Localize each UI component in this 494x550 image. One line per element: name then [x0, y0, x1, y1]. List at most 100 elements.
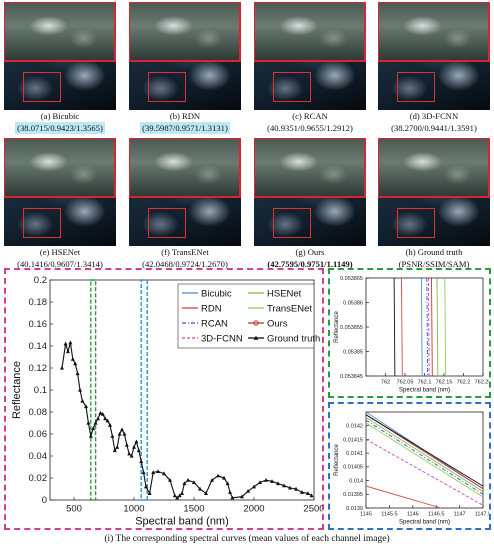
data-point [103, 416, 108, 421]
data-point [100, 412, 105, 416]
x-tick-label: 762.2 [457, 380, 471, 386]
y-tick-label: 0 [42, 495, 47, 506]
y-axis-label: Reflectance [11, 361, 23, 419]
data-point [117, 431, 122, 436]
data-point [175, 495, 180, 500]
panel-image [378, 2, 490, 110]
legend-marker [253, 335, 259, 340]
data-point [147, 491, 152, 495]
data-point [222, 475, 226, 480]
panel-transenet: (f) TransENet (42.0468/0.9724/1.2670) [129, 138, 241, 270]
y-tick-label: 0.04 [29, 451, 48, 462]
y-tick-label: 0.0142 [346, 424, 363, 430]
panel-image [129, 138, 241, 246]
panel-image [4, 2, 116, 110]
legend-label: Ground truth [267, 334, 320, 345]
data-point [216, 473, 220, 478]
data-point [144, 484, 148, 489]
data-point [309, 493, 314, 498]
panel-image [4, 138, 116, 246]
y-tick-label: 0.05386 [343, 300, 363, 306]
zoom-inset [378, 2, 490, 62]
series-line [365, 485, 442, 509]
data-point [210, 478, 214, 482]
panel-label: (e) HSENet [39, 247, 81, 257]
y-tick-label: 0.02 [29, 473, 48, 484]
x-tick-label: 762.1 [418, 380, 432, 386]
panel-hsenet: (e) HSENet (40.1416/0.9607/1.3414) [4, 138, 116, 270]
panel-bicubic: (a) Bicubic (38.0715/0.9423/1.3565) [4, 2, 116, 134]
data-point [120, 427, 124, 432]
roi-box [273, 72, 311, 102]
data-point [252, 484, 256, 489]
y-tick-label: 0.053865 [340, 276, 363, 282]
x-tick-label: 762 [381, 380, 390, 386]
y-tick-label: 0.18 [29, 297, 48, 308]
data-point [73, 361, 78, 366]
panel-label: (a) Bicubic [40, 111, 80, 121]
x-tick-label: 1147.5 [475, 512, 489, 518]
data-point [88, 434, 93, 438]
spectral-chart: 500 1000 1500 2000 2500 0 0.02 0.04 0.06 0.08 0.1 0… [11, 275, 325, 528]
x-tick-label: 2500 [303, 504, 322, 515]
y-tick-label: 0.12 [29, 363, 48, 374]
panel-metrics: (38.2700/0.9441/1.3591) [391, 123, 477, 133]
legend-marker [253, 320, 259, 326]
y-tick-label: 0.05385 [343, 349, 363, 355]
data-point [110, 434, 115, 438]
x-tick-label: 762.25 [475, 380, 489, 386]
x-tick-label: 1145 [360, 512, 372, 518]
data-point [132, 445, 136, 449]
panel-ours: (g) Ours (42.7595/0.9751/1.1149) [254, 138, 366, 270]
data-point [139, 459, 144, 464]
legend-label: RDN [201, 304, 222, 315]
data-point [276, 481, 280, 486]
data-point [294, 486, 298, 491]
highlight-band [90, 279, 97, 501]
x-tick-label: 762.15 [436, 380, 453, 386]
panel-metrics: (42.7595/0.9751/1.1149) [267, 259, 353, 269]
zoom-inset [4, 2, 116, 62]
data-point [186, 478, 190, 482]
series-line [444, 277, 447, 377]
legend-label: Bicubic [201, 289, 232, 300]
x-axis-label: Spectral band (nm) [135, 516, 229, 528]
data-point [84, 404, 88, 409]
y-tick-label: 0.01395 [343, 492, 363, 498]
panel-label: (b) RDN [169, 111, 201, 121]
roi-box [148, 72, 186, 102]
series-line [420, 277, 423, 377]
panel-metrics: (PSNR/SSIM/SAM) [398, 259, 470, 269]
panel-image [129, 2, 241, 110]
panel-image [378, 138, 490, 246]
y-tick-label: 0.0141 [346, 451, 363, 457]
x-tick-label: 1500 [183, 504, 204, 515]
roi-box [397, 72, 435, 102]
x-tick-label: 1000 [123, 504, 144, 515]
data-point [156, 469, 160, 473]
zoom-inset [254, 2, 366, 62]
y-tick-label: 0.06 [29, 429, 48, 440]
series-line [393, 277, 396, 377]
panel-label: (f) TransENet [161, 247, 209, 257]
data-point [98, 410, 103, 415]
series-line [365, 419, 484, 495]
data-point [75, 371, 80, 376]
highlight-band [140, 279, 148, 501]
inset-blue-frame: 1145 1145.5 1146 1146.5 1147 1147.5 0.0139 0.01… [328, 402, 491, 530]
y-tick-label: 0.14 [29, 341, 48, 352]
data-point [129, 453, 134, 458]
series-line [365, 414, 484, 487]
roi-box [273, 208, 311, 238]
data-point [172, 493, 177, 498]
data-point [60, 365, 64, 370]
y-tick-label: 0.014 [349, 478, 363, 484]
data-point [112, 448, 117, 453]
data-point [136, 448, 141, 453]
panel-label: (h) Ground truth [405, 247, 463, 257]
panel-metrics: (42.0468/0.9724/1.2670) [142, 259, 228, 269]
panel-3d-fcnn: (d) 3D-FCNN (38.2700/0.9441/1.3591) [378, 2, 490, 134]
panel-rcan: (c) RCAN (40.9351/0.9655/1.2912) [254, 2, 366, 134]
data-point [124, 442, 129, 447]
legend-label: TransENet [267, 304, 312, 315]
